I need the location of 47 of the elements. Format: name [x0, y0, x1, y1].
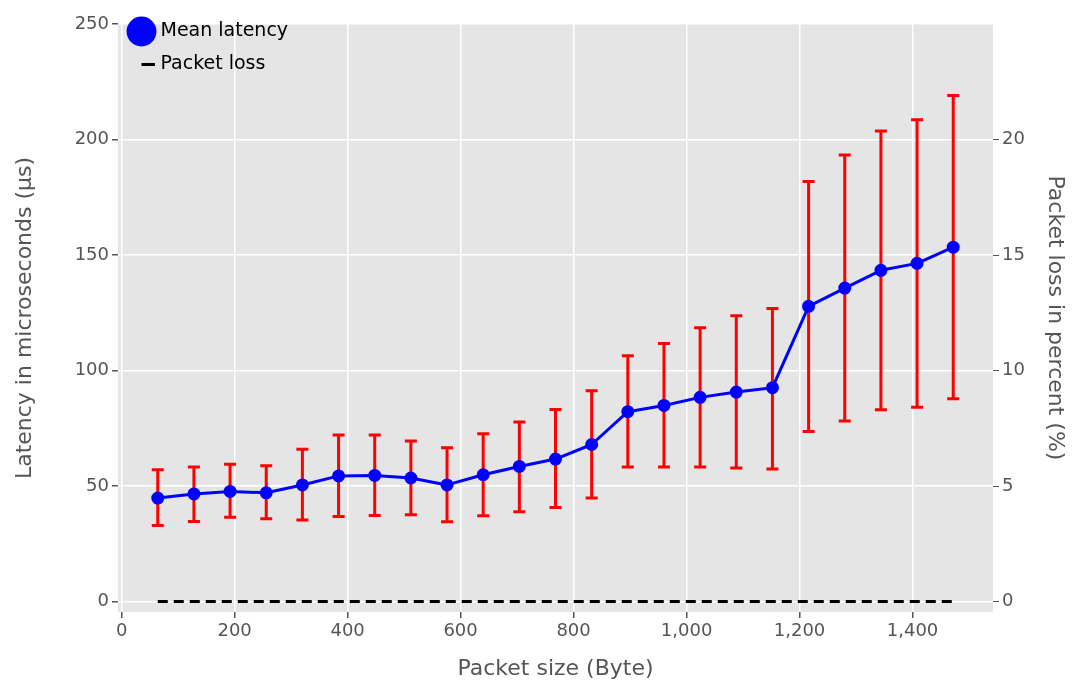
point [404, 471, 418, 485]
point [585, 438, 599, 451]
x-tick-label: 800 [556, 619, 591, 641]
x-tick-label: 600 [443, 619, 478, 641]
point [187, 487, 201, 501]
y-tick-label: 250 [74, 11, 109, 33]
point [476, 468, 490, 482]
point [440, 478, 454, 492]
y-axis-title: Latency in microseconds (µs) [10, 156, 36, 480]
point [729, 385, 743, 399]
point [151, 491, 165, 505]
y-tick-label: 0 [97, 589, 109, 611]
point [223, 484, 237, 498]
point [621, 405, 635, 419]
point [910, 256, 924, 270]
y2-tick-label: 20 [1002, 127, 1025, 149]
x-tick-label: 0 [115, 619, 128, 641]
point [693, 390, 707, 404]
point [259, 486, 273, 500]
point [657, 398, 671, 412]
point [874, 263, 888, 277]
point [549, 452, 562, 466]
point [802, 299, 816, 313]
y2-tick-label: 0 [1002, 589, 1014, 611]
point [946, 240, 960, 254]
point [332, 469, 346, 483]
legend-label: Packet loss [160, 51, 266, 74]
y2-axis-title: Packet loss in percent (%) [1044, 175, 1070, 461]
y-tick-label: 100 [74, 358, 109, 380]
point [512, 459, 526, 473]
y2-tick-label: 15 [1002, 242, 1025, 264]
x-tick-label: 1,400 [886, 619, 939, 641]
x-tick-label: 1,200 [773, 619, 826, 641]
y2-tick-label: 10 [1002, 358, 1025, 380]
point [368, 468, 382, 482]
point [765, 381, 779, 395]
point [295, 478, 309, 492]
legend-label: Mean latency [160, 18, 289, 41]
x-tick-label: 1,000 [660, 619, 713, 641]
x-tick-label: 200 [217, 619, 252, 641]
y-tick-label: 50 [86, 473, 109, 495]
y-tick-label: 200 [74, 127, 109, 149]
point [838, 281, 852, 295]
y-tick-label: 150 [74, 242, 109, 264]
y2-tick-label: 5 [1002, 473, 1014, 495]
x-tick-label: 400 [330, 619, 365, 641]
x-axis-title: Packet size (Byte) [457, 654, 654, 680]
